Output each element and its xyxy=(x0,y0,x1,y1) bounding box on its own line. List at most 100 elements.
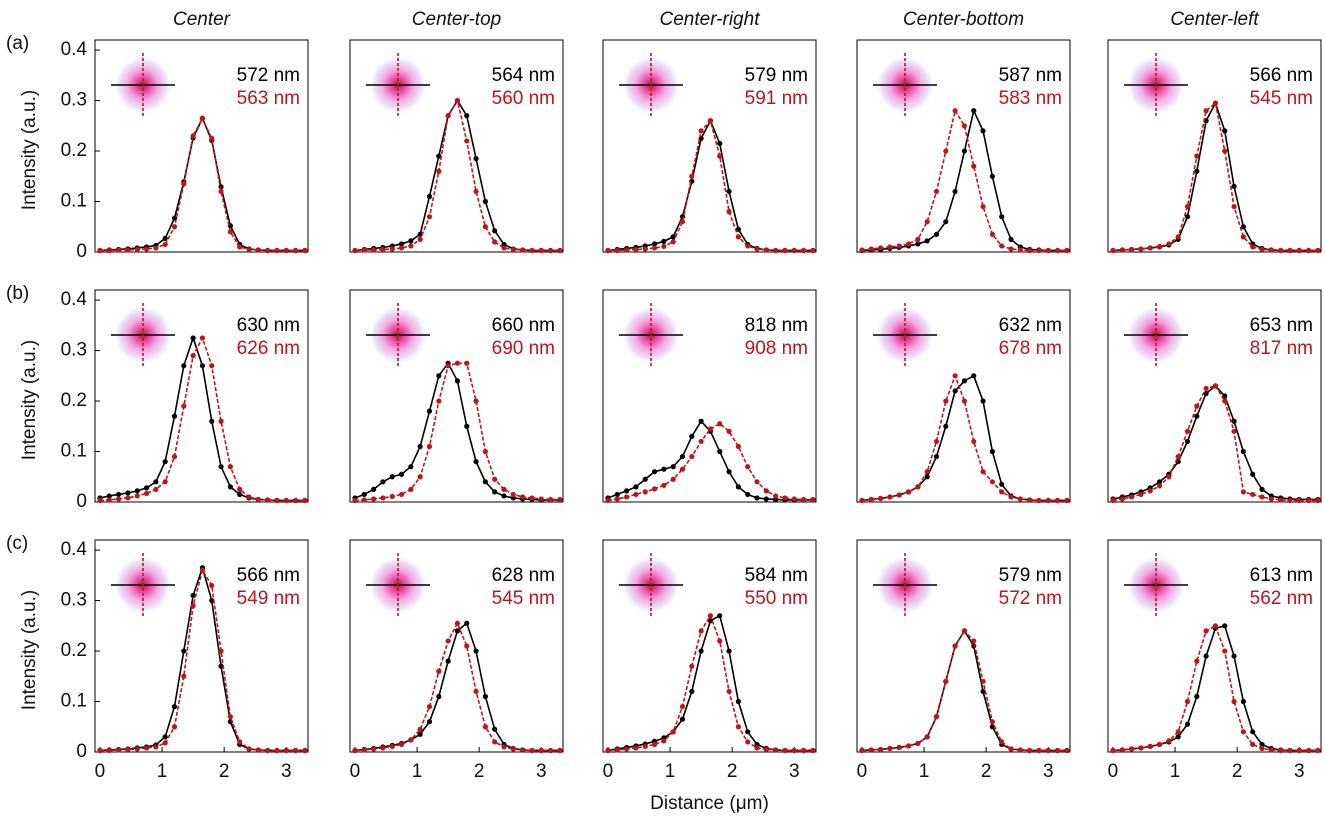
data-point xyxy=(97,747,103,754)
data-point xyxy=(989,479,995,485)
series-line xyxy=(1112,384,1318,502)
data-point xyxy=(980,678,986,684)
data-point xyxy=(361,491,367,498)
data-point xyxy=(999,739,1005,745)
data-point xyxy=(464,423,470,429)
data-point xyxy=(1231,698,1237,705)
data-point xyxy=(426,443,433,450)
y-tick-label: 0.2 xyxy=(61,390,87,411)
data-point xyxy=(670,729,676,735)
series-line xyxy=(607,422,813,502)
data-point xyxy=(773,493,779,499)
data-point xyxy=(1045,747,1051,754)
data-point xyxy=(1175,234,1181,240)
fwhm-annotation: 653 nm xyxy=(1250,315,1313,336)
data-point xyxy=(707,618,714,624)
data-point xyxy=(989,173,995,179)
data-point xyxy=(623,247,630,253)
data-point xyxy=(538,747,544,754)
data-point xyxy=(726,688,732,695)
data-point xyxy=(1194,168,1200,174)
data-point xyxy=(810,247,816,254)
data-point xyxy=(106,497,112,503)
data-point xyxy=(670,476,676,482)
data-point xyxy=(352,247,358,254)
data-point xyxy=(398,471,405,477)
data-point xyxy=(1240,698,1246,705)
data-point xyxy=(633,246,639,253)
data-point xyxy=(1008,236,1014,242)
data-point xyxy=(520,747,526,753)
data-point xyxy=(380,745,386,751)
data-point xyxy=(1231,418,1237,424)
data-point xyxy=(933,438,940,445)
data-point xyxy=(218,464,224,470)
data-point xyxy=(642,246,648,252)
data-point xyxy=(125,490,131,496)
data-point xyxy=(125,746,131,753)
data-point xyxy=(1184,428,1191,434)
panel-title: Center-left xyxy=(1170,9,1259,30)
data-point xyxy=(1184,721,1191,727)
data-point xyxy=(115,747,122,753)
data-point xyxy=(735,226,741,232)
data-point xyxy=(97,247,103,254)
data-point xyxy=(1147,488,1153,494)
x-tick-label: 2 xyxy=(727,761,738,782)
data-point xyxy=(952,643,958,649)
data-point xyxy=(417,231,423,237)
data-point xyxy=(782,247,788,254)
data-point xyxy=(547,496,554,503)
fwhm-annotation: 562 nm xyxy=(1250,588,1313,609)
data-point xyxy=(961,398,968,404)
data-point xyxy=(1203,108,1209,114)
data-point xyxy=(473,459,479,465)
data-point xyxy=(810,747,816,754)
data-point xyxy=(1017,247,1023,253)
data-point xyxy=(1138,745,1144,751)
data-point xyxy=(726,469,732,475)
data-point xyxy=(492,739,498,745)
data-point xyxy=(361,747,367,753)
series-line xyxy=(861,108,1067,252)
fwhm-annotation: 818 nm xyxy=(745,315,808,336)
data-point xyxy=(473,188,479,195)
data-point xyxy=(190,592,196,599)
x-tick-label: 3 xyxy=(789,761,800,782)
fwhm-annotation: 584 nm xyxy=(745,565,808,586)
data-point xyxy=(980,688,986,695)
data-point xyxy=(361,247,367,253)
data-point xyxy=(1166,474,1172,480)
data-point xyxy=(877,495,884,502)
data-point xyxy=(1166,241,1172,247)
data-point xyxy=(1259,494,1265,500)
data-point xyxy=(1222,648,1228,654)
x-tick-label: 0 xyxy=(1108,761,1119,782)
fwhm-annotation: 563 nm xyxy=(237,88,300,109)
x-tick-label: 0 xyxy=(603,761,614,782)
data-point xyxy=(143,490,150,497)
data-point xyxy=(473,156,479,162)
data-point xyxy=(162,740,168,746)
data-point xyxy=(436,168,442,174)
fwhm-annotation: 572 nm xyxy=(999,588,1062,609)
series-line xyxy=(1112,624,1318,752)
fwhm-annotation: 632 nm xyxy=(999,315,1062,336)
data-point xyxy=(735,724,741,730)
data-point xyxy=(773,747,779,753)
data-point xyxy=(246,746,252,752)
data-point xyxy=(1240,224,1246,230)
data-point xyxy=(501,486,507,492)
data-point xyxy=(125,247,131,253)
data-point xyxy=(924,474,930,480)
data-point xyxy=(408,486,414,492)
data-point xyxy=(181,403,187,409)
data-point xyxy=(510,246,516,253)
series-line xyxy=(354,621,560,752)
data-point xyxy=(754,495,760,501)
data-point xyxy=(989,719,995,725)
x-tick-label: 0 xyxy=(95,761,106,782)
data-point xyxy=(971,638,977,644)
